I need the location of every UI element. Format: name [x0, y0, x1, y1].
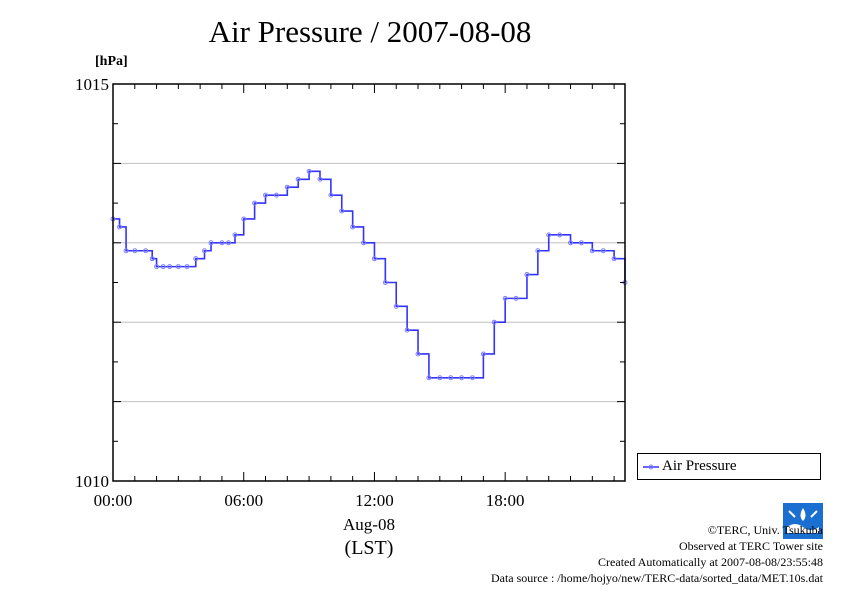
data-point: [448, 375, 454, 381]
data-point: [546, 232, 552, 238]
data-point: [589, 248, 595, 254]
data-point: [123, 248, 129, 254]
x-tick-label: 06:00: [224, 491, 263, 510]
data-point: [491, 319, 497, 325]
data-point: [502, 295, 508, 301]
grid-lines: [113, 162, 625, 403]
data-point: [252, 200, 258, 206]
x-axis-timezone-label: (LST): [344, 537, 394, 559]
data-point: [469, 375, 475, 381]
data-point: [568, 240, 574, 246]
data-point: [143, 248, 149, 254]
data-point: [339, 208, 345, 214]
footer-credits: ©TERC, Univ. Tsukuba Observed at TERC To…: [491, 522, 823, 586]
data-point: [382, 280, 388, 285]
series-line: [113, 170, 626, 379]
data-point: [193, 256, 199, 262]
air-pressure-series: [110, 168, 628, 381]
data-point: [225, 240, 231, 246]
data-point: [167, 264, 173, 270]
chart-legend: Air Pressure: [637, 453, 821, 480]
y-tick-label: 1015: [75, 75, 109, 94]
y-tick-label: 1010: [75, 472, 109, 491]
x-tick-label: 12:00: [355, 491, 394, 510]
data-point: [184, 264, 190, 270]
data-point: [328, 192, 334, 198]
legend-swatch-icon: [643, 464, 659, 469]
data-point: [295, 176, 301, 182]
data-point: [154, 264, 160, 270]
data-point: [480, 351, 486, 357]
data-point: [273, 192, 279, 198]
data-point: [393, 303, 399, 309]
data-point: [317, 176, 323, 182]
plot-frame: [112, 83, 626, 482]
data-point: [350, 224, 356, 230]
data-point: [160, 264, 166, 270]
data-point: [557, 232, 563, 238]
data-point: [459, 375, 465, 381]
data-point: [219, 240, 225, 246]
x-tick-label: 00:00: [94, 491, 133, 510]
data-point: [263, 192, 269, 198]
data-point: [535, 248, 541, 254]
footer-created: Created Automatically at 2007-08-08/23:5…: [598, 555, 823, 569]
data-point: [611, 256, 617, 262]
data-point: [241, 216, 247, 222]
data-point: [513, 295, 519, 301]
chart-title: Air Pressure / 2007-08-08: [208, 14, 532, 49]
data-point: [202, 248, 208, 254]
x-axis-date-label: Aug-08: [343, 515, 395, 534]
x-tick-label: 18:00: [486, 491, 525, 510]
footer-observed: Observed at TERC Tower site: [678, 539, 823, 553]
axis-ticks: [112, 83, 625, 482]
data-point: [437, 375, 443, 381]
footer-source: Data source : /home/hojyo/new/TERC-data/…: [490, 571, 823, 585]
data-point: [149, 256, 155, 262]
y-axis-unit-label: [hPa]: [95, 54, 128, 69]
data-point: [284, 184, 290, 190]
data-point: [361, 240, 367, 246]
data-point: [175, 264, 181, 270]
legend-label: Air Pressure: [662, 458, 737, 474]
data-point: [578, 240, 584, 246]
axis-tick-labels: 1010 1015 00:00 06:00 12:00 18:00: [75, 75, 525, 510]
data-point: [232, 232, 238, 238]
data-point: [132, 248, 138, 254]
data-point: [426, 375, 432, 381]
data-point: [600, 248, 606, 254]
data-point: [306, 168, 312, 174]
terc-logo-icon: [783, 503, 823, 539]
data-point: [208, 240, 214, 246]
data-point: [117, 224, 123, 230]
data-point: [371, 256, 377, 262]
footer-copyright: ©TERC, Univ. Tsukuba: [707, 523, 823, 537]
data-point: [524, 272, 530, 278]
data-point: [415, 351, 421, 357]
data-point: [404, 327, 410, 333]
